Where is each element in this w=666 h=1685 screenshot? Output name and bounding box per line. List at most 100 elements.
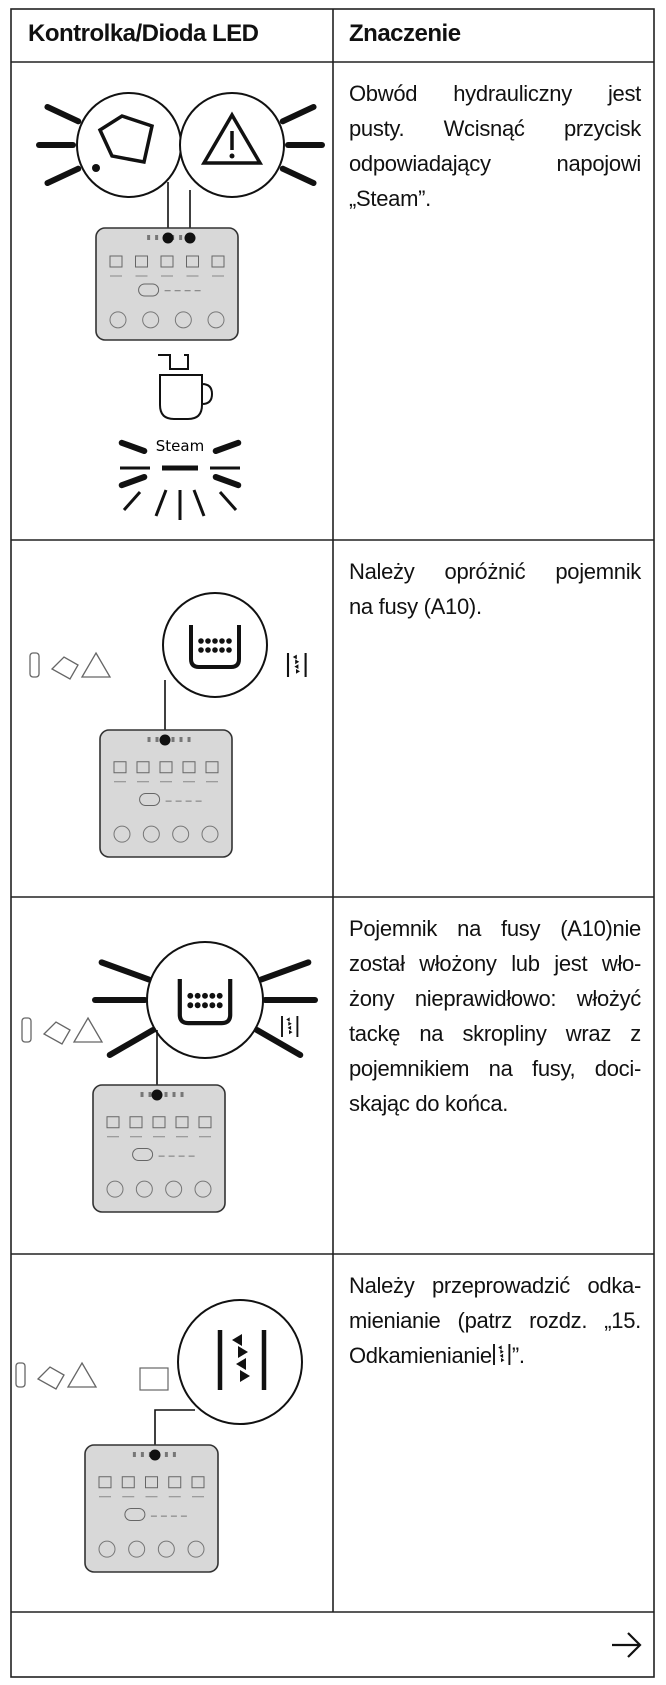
blink-ray (118, 473, 148, 489)
illustration-shape (138, 283, 160, 297)
illustration-shape (165, 1180, 183, 1198)
led-dot (162, 232, 174, 244)
illustration-shape (97, 114, 155, 165)
illustration-shape (500, 1349, 504, 1354)
illustration-shape (229, 153, 235, 159)
illustration-shape (15, 1362, 26, 1388)
illustration-shape (109, 311, 127, 329)
illustration-shape (172, 1452, 176, 1457)
illustration-shape (140, 1092, 144, 1097)
control-panel (99, 729, 233, 858)
illustration-shape (211, 255, 225, 268)
blink-ray (44, 165, 82, 187)
illustration-shape (139, 793, 161, 806)
description: Pojemnik na fusy (A10)nie został włożony … (349, 911, 641, 1121)
description-line: pusty. Wcisnąć przycisk (349, 116, 641, 141)
illustration-shape (147, 737, 151, 742)
description-line: Należy przeprowadzić odka- (349, 1273, 641, 1298)
text-part: ”. (511, 1343, 525, 1368)
led-dot (184, 232, 196, 244)
blink-ray (154, 489, 168, 517)
illustration-shape (157, 1540, 175, 1558)
illustration-shape (132, 1148, 154, 1161)
blink-ray (122, 491, 142, 511)
description-line: odpowiadający napojowi (349, 151, 641, 176)
illustration-shape (287, 1025, 292, 1030)
illustration-shape (205, 647, 211, 653)
blink-ray (258, 959, 312, 983)
illustration-shape (240, 1370, 250, 1382)
illustration-shape (187, 737, 191, 742)
illustration-shape (160, 255, 174, 268)
description: Należy opróżnić pojemnik na fusy (A10). (349, 554, 641, 624)
control-panel (84, 1444, 219, 1573)
illustration-shape (159, 374, 214, 420)
zoom-circle (162, 592, 268, 698)
blink-ray (212, 473, 242, 489)
blink-ray (106, 1027, 157, 1058)
illustration-shape (226, 647, 232, 653)
blink-ray (118, 439, 148, 455)
illustration-shape (172, 1092, 176, 1097)
illustration-shape (219, 638, 225, 644)
description-line: mienianie (patrz rozdz. „15. (349, 1308, 641, 1333)
illustration-shape (187, 992, 194, 999)
illustration-shape (205, 761, 219, 774)
description-line: Pojemnik na fusy (A10)nie (349, 916, 641, 941)
description: Obwód hydrauliczny jest pusty. Wcisnąć pr… (349, 76, 641, 216)
led-dot (159, 734, 171, 746)
illustration-shape (209, 992, 216, 999)
zoom-circle (76, 92, 182, 198)
illustration-shape (164, 1452, 168, 1457)
blink-ray (192, 489, 206, 517)
zoom-circle (146, 941, 264, 1059)
illustration-shape (201, 825, 219, 843)
illustration-shape (498, 1345, 502, 1350)
illustration-shape (294, 664, 299, 669)
illustration-shape (187, 1002, 194, 1009)
illustration-shape (236, 1358, 246, 1370)
illustration-shape (189, 625, 241, 669)
illustration-shape (172, 825, 190, 843)
illustration-shape (168, 1476, 182, 1489)
illustration-shape (29, 652, 40, 678)
illustration-shape (72, 1016, 104, 1043)
illustration-shape (135, 255, 148, 268)
illustration-shape (180, 1092, 184, 1097)
led-dot (149, 1449, 161, 1461)
illustration-shape (158, 354, 189, 370)
description-line: „Steam”. (349, 186, 431, 211)
illustration-shape (194, 1002, 201, 1009)
illustration-shape (42, 1021, 71, 1045)
illustration-shape (132, 1452, 136, 1457)
illustration-shape (202, 1002, 208, 1009)
illustrations (15, 92, 325, 1573)
illustration-shape (500, 1358, 505, 1363)
illustration-shape (296, 669, 300, 674)
illustration-shape (232, 1334, 242, 1346)
illustration-shape (182, 761, 196, 774)
column-header: Kontrolka/Dioda LED (28, 20, 259, 47)
illustration-shape (289, 1030, 293, 1035)
illustration-shape (154, 1409, 195, 1460)
illustration-shape (212, 638, 218, 644)
illustration-shape (238, 1346, 248, 1358)
description-line: Należy opróżnić pojemnik (349, 559, 641, 584)
descale-icon (492, 1344, 511, 1365)
description-line: na fusy (A10). (349, 594, 482, 619)
next-arrow (612, 1632, 642, 1658)
illustration-shape (179, 737, 183, 742)
illustration-shape (194, 1180, 212, 1198)
description-line: skając do końca. (349, 1091, 509, 1116)
illustration-shape (145, 1476, 158, 1489)
illustration-shape (50, 656, 79, 680)
description-line: tackę na skropliny wraz z (349, 1021, 641, 1046)
description-line: Odkamienianie ”. (349, 1338, 641, 1373)
illustration-shape (159, 761, 173, 774)
illustration-shape (109, 255, 123, 268)
illustration-shape (80, 651, 112, 678)
illustration-shape (128, 1540, 146, 1558)
illustration-shape (202, 992, 208, 999)
description-line: Obwód hydrauliczny jest (349, 81, 641, 106)
